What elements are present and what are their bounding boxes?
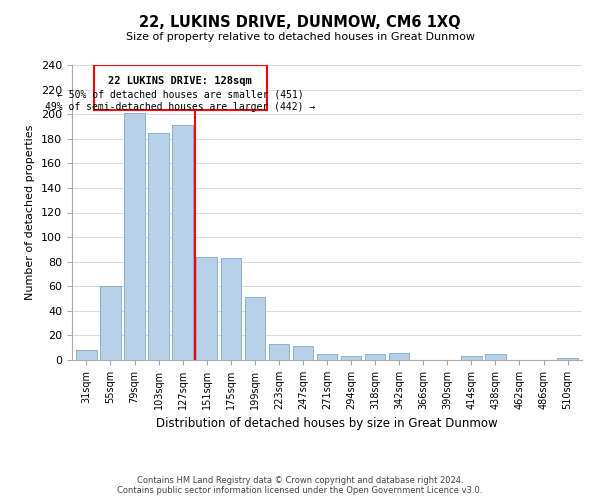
Bar [365,354,385,360]
Bar [317,354,337,360]
Text: 22, LUKINS DRIVE, DUNMOW, CM6 1XQ: 22, LUKINS DRIVE, DUNMOW, CM6 1XQ [139,15,461,30]
Bar [293,346,313,360]
Text: Contains public sector information licensed under the Open Government Licence v3: Contains public sector information licen… [118,486,482,495]
Bar [341,356,361,360]
Bar [269,344,289,360]
Text: Contains HM Land Registry data © Crown copyright and database right 2024.: Contains HM Land Registry data © Crown c… [137,476,463,485]
Bar [221,258,241,360]
Text: ← 50% of detached houses are smaller (451): ← 50% of detached houses are smaller (45… [57,90,304,100]
Bar [557,358,578,360]
Text: 22 LUKINS DRIVE: 128sqm: 22 LUKINS DRIVE: 128sqm [109,76,252,86]
X-axis label: Distribution of detached houses by size in Great Dunmow: Distribution of detached houses by size … [156,418,498,430]
Bar [100,286,121,360]
Bar [124,113,145,360]
Bar [76,350,97,360]
Bar [485,354,506,360]
Y-axis label: Number of detached properties: Number of detached properties [25,125,35,300]
Bar [245,298,265,360]
Bar [172,125,193,360]
Bar [148,132,169,360]
Text: 49% of semi-detached houses are larger (442) →: 49% of semi-detached houses are larger (… [45,102,316,112]
Bar [196,257,217,360]
Bar [389,352,409,360]
Bar [461,356,482,360]
Text: Size of property relative to detached houses in Great Dunmow: Size of property relative to detached ho… [125,32,475,42]
Bar [94,65,267,110]
